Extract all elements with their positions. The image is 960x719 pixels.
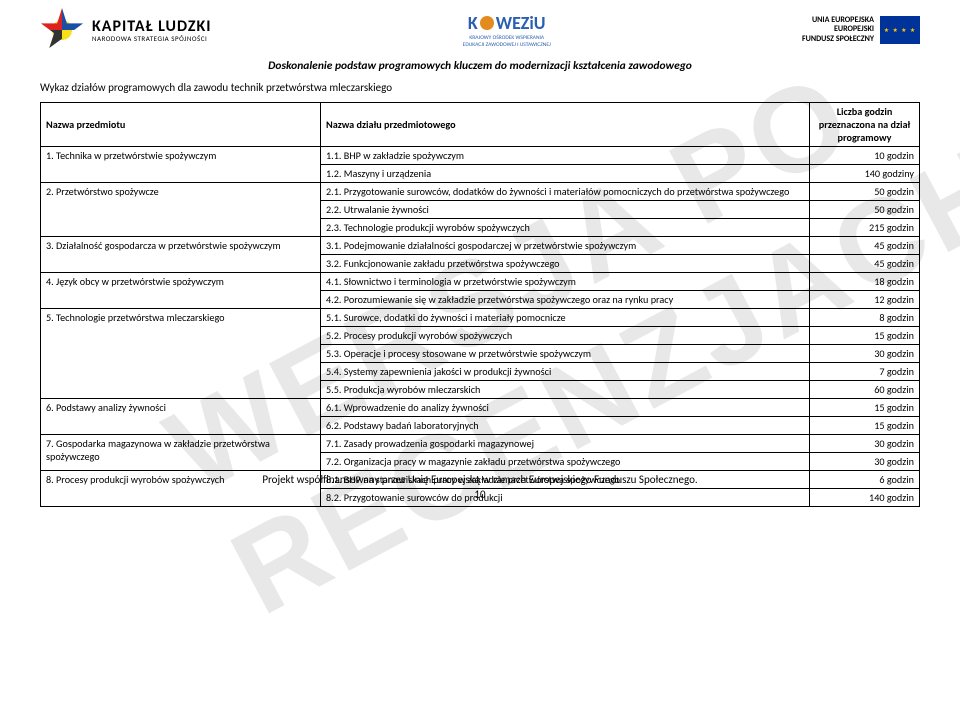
logo-eu: UNIA EUROPEJSKA EUROPEJSKI FUNDUSZ SPOŁE… — [802, 16, 920, 44]
col-hours: Liczba godzin przeznaczona na dział prog… — [810, 103, 920, 147]
col-subject: Nazwa przedmiotu — [41, 103, 321, 147]
logo-kapital-ludzki: KAPITAŁ LUDZKI NARODOWA STRATEGIA SPÓJNO… — [40, 8, 212, 52]
subject-cell: 5. Technologie przetwórstwa mleczarskieg… — [41, 309, 321, 399]
hours-cell: 12 godzin — [810, 291, 920, 309]
table-row: 7. Gospodarka magazynowa w zakładzie prz… — [41, 435, 920, 453]
section-cell: 2.2. Utrwalanie żywności — [321, 201, 810, 219]
section-cell: 5.1. Surowce, dodatki do żywności i mate… — [321, 309, 810, 327]
hours-cell: 18 godzin — [810, 273, 920, 291]
section-cell: 3.1. Podejmowanie działalności gospodarc… — [321, 237, 810, 255]
eu-flag-icon — [880, 16, 920, 44]
section-cell: 7.1. Zasady prowadzenia gospodarki magaz… — [321, 435, 810, 453]
hours-cell: 30 godzin — [810, 435, 920, 453]
eu-line3: FUNDUSZ SPOŁECZNY — [802, 35, 874, 44]
subject-cell: 7. Gospodarka magazynowa w zakładzie prz… — [41, 435, 321, 471]
hours-cell: 7 godzin — [810, 363, 920, 381]
brand-sub1: KRAJOWY OŚRODEK WSPIERANIA — [463, 35, 551, 41]
section-cell: 5.5. Produkcja wyrobów mleczarskich — [321, 381, 810, 399]
table-row: 5. Technologie przetwórstwa mleczarskieg… — [41, 309, 920, 327]
brand-rest: WEZiU — [496, 12, 546, 34]
footer-line: Projekt współfinansowany przez Unię Euro… — [0, 473, 960, 486]
table-row: 4. Język obcy w przetwórstwie spożywczym… — [41, 273, 920, 291]
section-cell: 4.1. Słownictwo i terminologia w przetwó… — [321, 273, 810, 291]
band-title: Doskonalenie podstaw programowych klucze… — [0, 56, 960, 79]
hours-cell: 30 godzin — [810, 345, 920, 363]
curriculum-table: Nazwa przedmiotu Nazwa działu przedmioto… — [40, 102, 920, 507]
col-section: Nazwa działu przedmiotowego — [321, 103, 810, 147]
page: KAPITAŁ LUDZKI NARODOWA STRATEGIA SPÓJNO… — [0, 0, 960, 507]
section-cell: 5.3. Operacje i procesy stosowane w prze… — [321, 345, 810, 363]
star-icon — [40, 8, 84, 52]
section-cell: 1.2. Maszyny i urządzenia — [321, 165, 810, 183]
footer: Projekt współfinansowany przez Unię Euro… — [0, 473, 960, 501]
hours-cell: 45 godzin — [810, 237, 920, 255]
hours-cell: 50 godzin — [810, 183, 920, 201]
hours-cell: 8 godzin — [810, 309, 920, 327]
subject-cell: 3. Działalność gospodarcza w przetwórstw… — [41, 237, 321, 273]
hours-cell: 215 godzin — [810, 219, 920, 237]
content: Wykaz działów programowych dla zawodu te… — [0, 81, 960, 507]
section-cell: 4.2. Porozumiewanie się w zakładzie prze… — [321, 291, 810, 309]
table-row: 6. Podstawy analizy żywności6.1. Wprowad… — [41, 399, 920, 417]
subject-cell: 1. Technika w przetwórstwie spożywczym — [41, 147, 321, 183]
subject-cell: 4. Język obcy w przetwórstwie spożywczym — [41, 273, 321, 309]
section-cell: 6.2. Podstawy badań laboratoryjnych — [321, 417, 810, 435]
page-number: 10 — [0, 488, 960, 501]
section-cell: 5.2. Procesy produkcji wyrobów spożywczy… — [321, 327, 810, 345]
hours-cell: 15 godzin — [810, 327, 920, 345]
hours-cell: 15 godzin — [810, 417, 920, 435]
hours-cell: 15 godzin — [810, 399, 920, 417]
circle-icon — [480, 16, 494, 30]
hours-cell: 10 godzin — [810, 147, 920, 165]
logo-koweziu: K WEZiU KRAJOWY OŚRODEK WSPIERANIA EDUKA… — [463, 12, 551, 48]
section-cell: 7.2. Organizacja pracy w magazynie zakła… — [321, 453, 810, 471]
table-row: 1. Technika w przetwórstwie spożywczym1.… — [41, 147, 920, 165]
subject-cell: 6. Podstawy analizy żywności — [41, 399, 321, 435]
hours-cell: 60 godzin — [810, 381, 920, 399]
logo-left-title: KAPITAŁ LUDZKI — [92, 19, 212, 35]
hours-cell: 50 godzin — [810, 201, 920, 219]
hours-cell: 45 godzin — [810, 255, 920, 273]
brand-k: K — [468, 12, 478, 34]
section-cell: 5.4. Systemy zapewnienia jakości w produ… — [321, 363, 810, 381]
header: KAPITAŁ LUDZKI NARODOWA STRATEGIA SPÓJNO… — [0, 0, 960, 56]
brand-sub2: EDUKACJI ZAWODOWEJ I USTAWICZNEJ — [463, 42, 551, 48]
table-row: 3. Działalność gospodarcza w przetwórstw… — [41, 237, 920, 255]
subject-cell: 2. Przetwórstwo spożywcze — [41, 183, 321, 237]
table-header-row: Nazwa przedmiotu Nazwa działu przedmioto… — [41, 103, 920, 147]
section-cell: 2.1. Przygotowanie surowców, dodatków do… — [321, 183, 810, 201]
section-cell: 2.3. Technologie produkcji wyrobów spoży… — [321, 219, 810, 237]
logo-left-subtitle: NARODOWA STRATEGIA SPÓJNOŚCI — [92, 35, 212, 42]
section-cell: 1.1. BHP w zakładzie spożywczym — [321, 147, 810, 165]
section-cell: 6.1. Wprowadzenie do analizy żywności — [321, 399, 810, 417]
section-cell: 3.2. Funkcjonowanie zakładu przetwórstwa… — [321, 255, 810, 273]
table-row: 2. Przetwórstwo spożywcze2.1. Przygotowa… — [41, 183, 920, 201]
hours-cell: 30 godzin — [810, 453, 920, 471]
hours-cell: 140 godziny — [810, 165, 920, 183]
list-title: Wykaz działów programowych dla zawodu te… — [40, 81, 920, 94]
